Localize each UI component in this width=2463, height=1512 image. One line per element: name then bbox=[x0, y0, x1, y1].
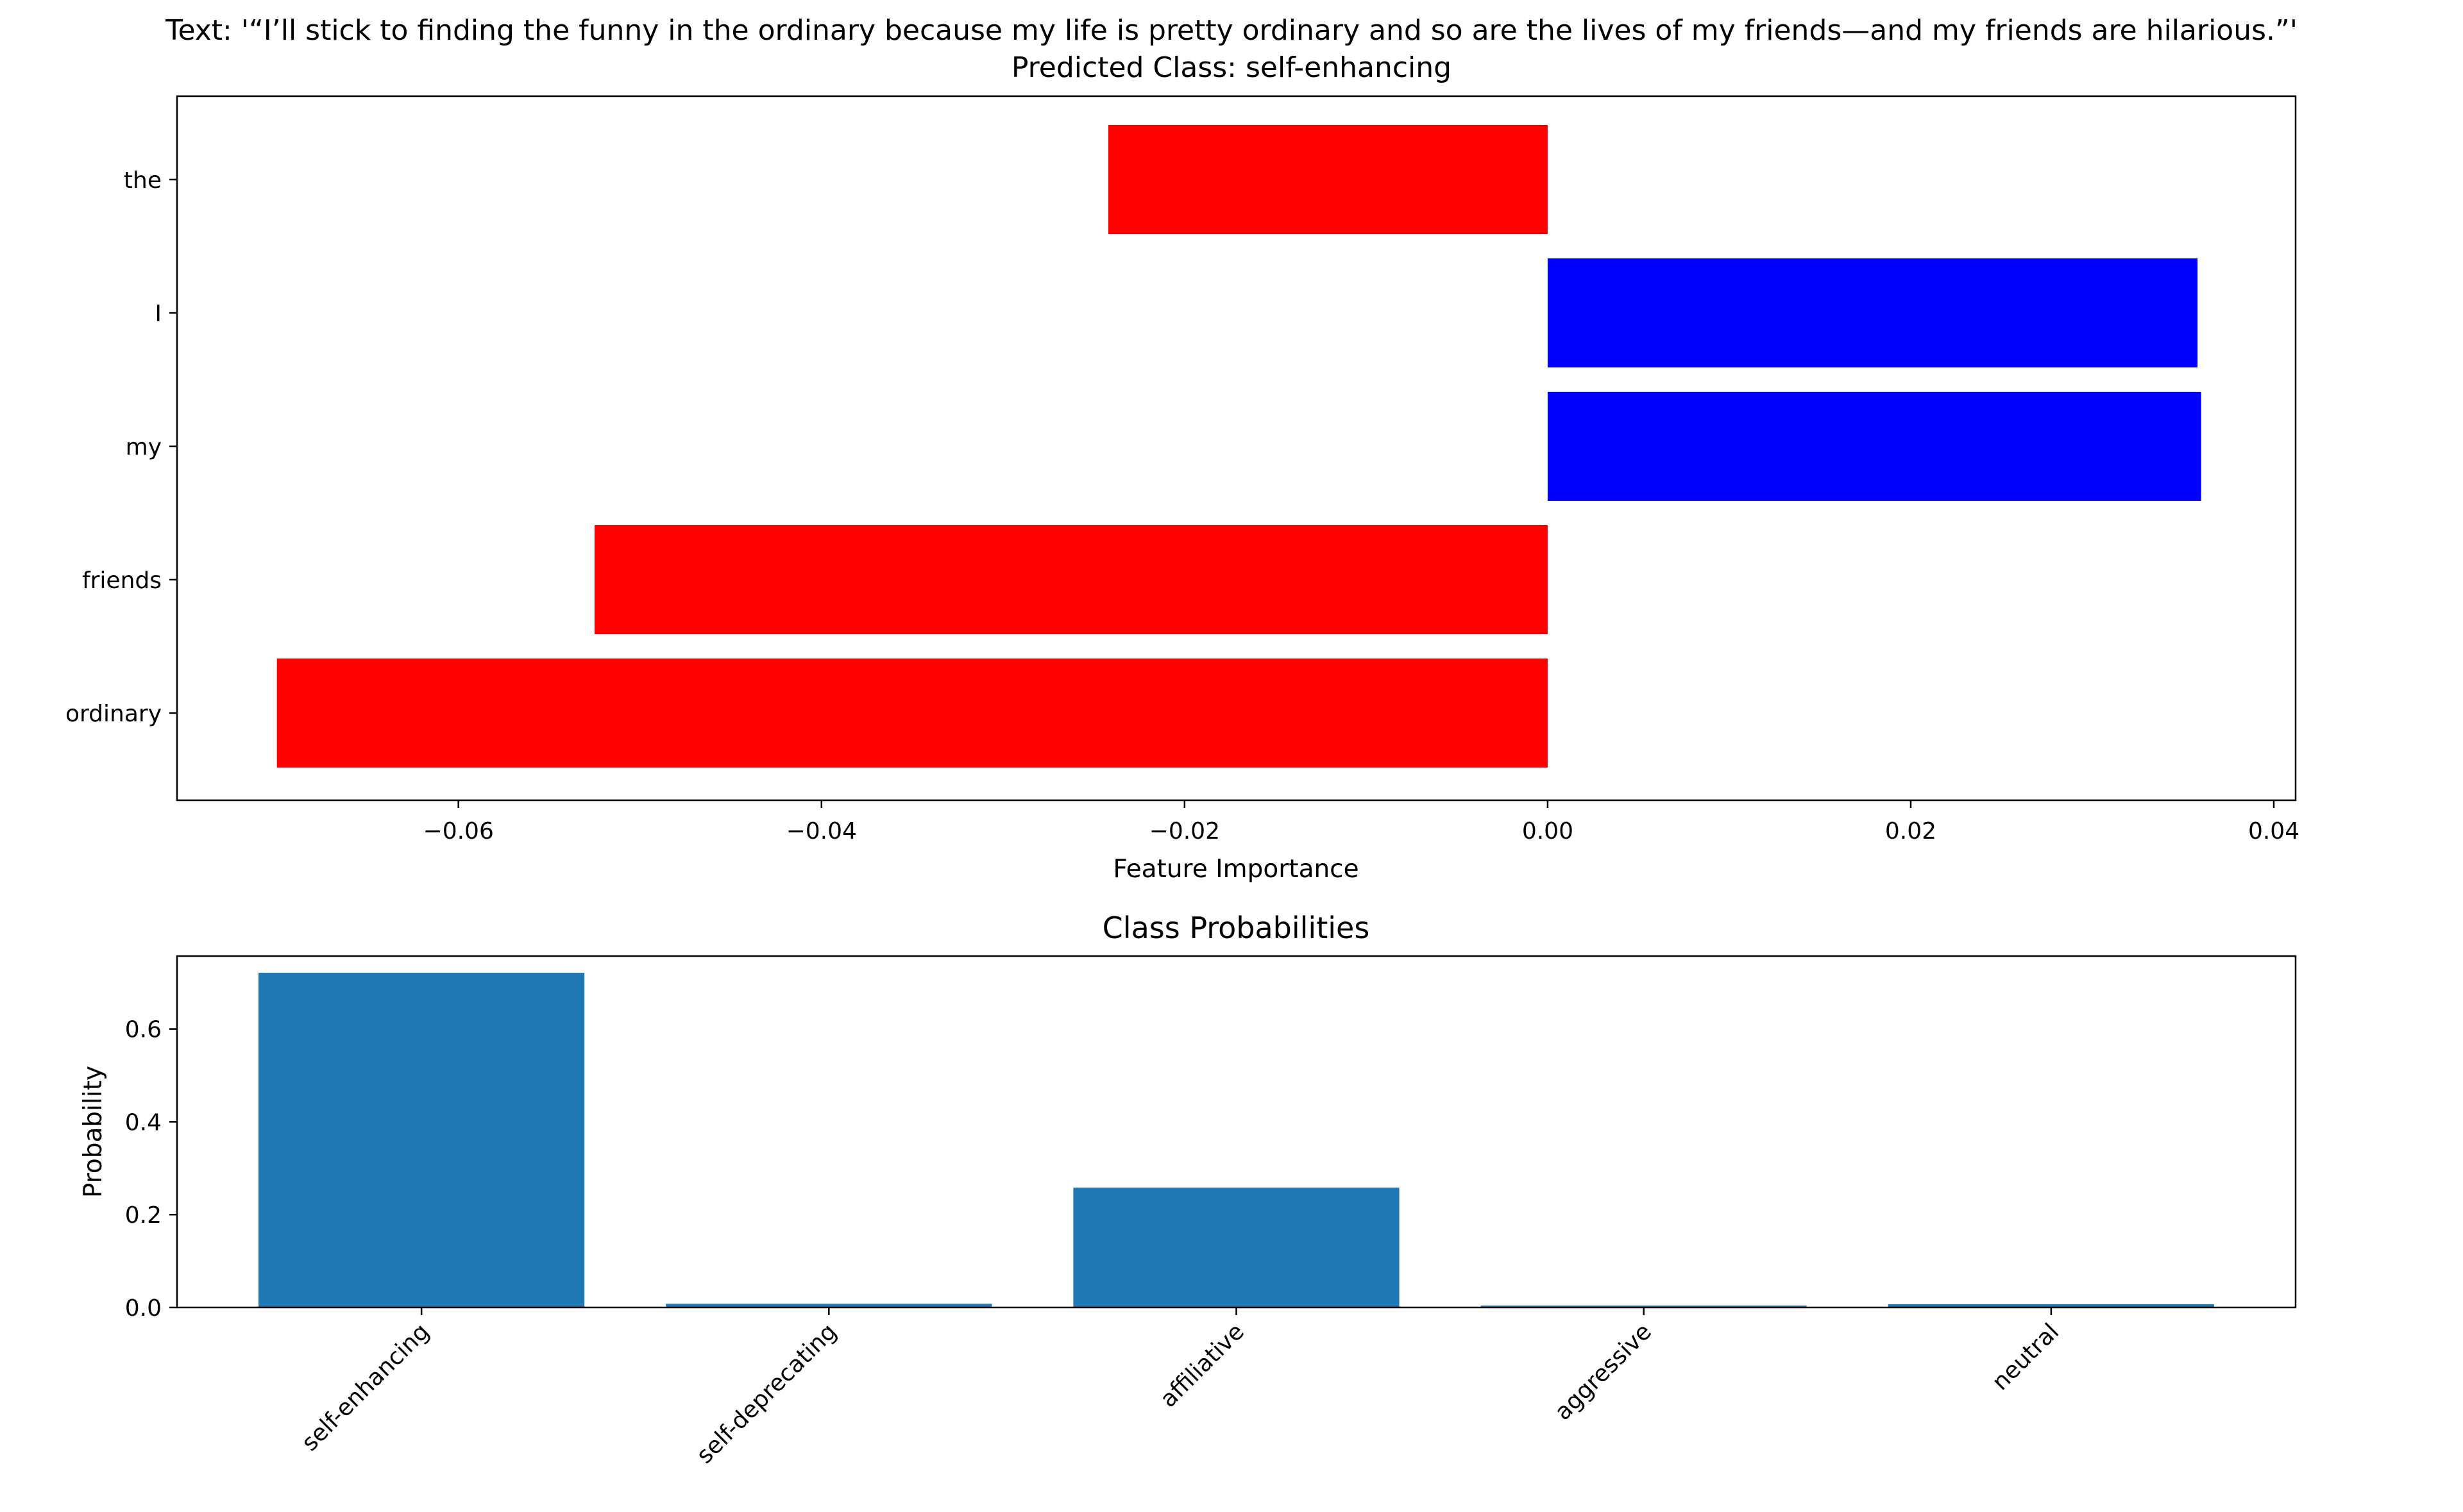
importance-xtick-label: −0.04 bbox=[786, 818, 857, 844]
importance-ytick-label: ordinary bbox=[65, 701, 162, 727]
predicted-class-title: Predicted Class: self-enhancing bbox=[1011, 51, 1452, 84]
probabilities-plot-frame bbox=[176, 955, 2297, 1309]
importance-plot-frame bbox=[176, 95, 2297, 802]
probabilities-ylabel: Probability bbox=[79, 1066, 108, 1198]
importance-xtick-label: 0.04 bbox=[2248, 818, 2299, 844]
probability-xtick-label: self-deprecating bbox=[691, 1318, 842, 1468]
importance-bar-the bbox=[1108, 125, 1548, 234]
probability-bar-self-enhancing bbox=[258, 973, 585, 1307]
importance-xtick-label: 0.00 bbox=[1522, 818, 1573, 844]
text-title: Text: '“I’ll stick to finding the funny … bbox=[165, 14, 2298, 47]
importance-ytick-label: friends bbox=[82, 567, 162, 594]
importance-bar-i bbox=[1547, 258, 2198, 367]
probability-bar-neutral bbox=[1888, 1304, 2214, 1307]
probability-ytick-label: 0.2 bbox=[125, 1202, 162, 1229]
probability-ytick-label: 0.0 bbox=[125, 1295, 162, 1322]
importance-ytick-label: my bbox=[126, 434, 162, 460]
importance-xtick-label: 0.02 bbox=[1885, 818, 1936, 844]
importance-bar-my bbox=[1547, 392, 2201, 501]
probability-xtick-label: affiliative bbox=[1155, 1318, 1249, 1413]
class-probabilities-chart: Class Probabilities 0.0 0.2 0.4 0.6 self-en… bbox=[79, 911, 2297, 1469]
probability-xtick-label: aggressive bbox=[1550, 1318, 1657, 1425]
probability-bar-affiliative bbox=[1073, 1188, 1400, 1307]
importance-xtick-label: −0.02 bbox=[1149, 818, 1220, 844]
probability-xtick-label: self-enhancing bbox=[297, 1318, 435, 1456]
probability-ytick-label: 0.4 bbox=[125, 1109, 162, 1136]
probability-ytick-label: 0.6 bbox=[125, 1017, 162, 1043]
probability-bar-aggressive bbox=[1480, 1306, 1807, 1307]
probability-xtick-label: neutral bbox=[1987, 1318, 2064, 1395]
importance-xtick-label: −0.06 bbox=[423, 818, 494, 844]
probabilities-title: Class Probabilities bbox=[1103, 911, 1370, 945]
importance-bar-friends bbox=[594, 525, 1548, 634]
importance-xlabel: Feature Importance bbox=[1113, 855, 1358, 884]
importance-bar-ordinary bbox=[276, 659, 1548, 768]
probability-bar-self-deprecating bbox=[666, 1304, 992, 1307]
importance-ytick-label: the bbox=[124, 167, 162, 194]
importance-ytick-label: I bbox=[155, 301, 162, 327]
